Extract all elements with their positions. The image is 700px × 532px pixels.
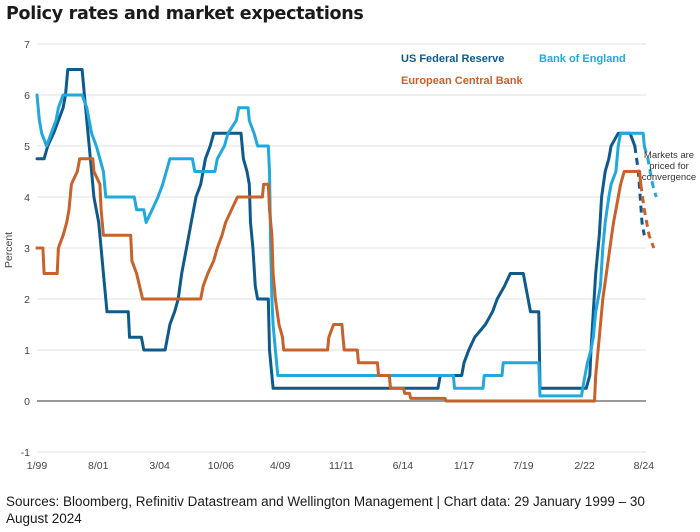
x-tick-label: 1/99	[27, 460, 48, 472]
legend-item: European Central Bank	[401, 75, 524, 87]
x-tick-label: 10/06	[208, 460, 234, 472]
y-tick-label: 5	[24, 141, 30, 153]
x-tick-label: 1/17	[454, 460, 475, 472]
y-tick-label: 3	[24, 243, 30, 255]
series-forecast-european-central-bank	[639, 184, 656, 249]
x-tick-label: 3/04	[149, 460, 170, 472]
annotation-text: priced for	[649, 161, 689, 172]
series-forecast-bank-of-england	[642, 145, 658, 198]
x-tick-label: 2/22	[574, 460, 595, 472]
x-tick-labels: 1/99 8/01 3/04 10/06 4/09 11/11 6/14 1/17 7/19 2/…	[27, 460, 654, 472]
y-tick-labels: -1 0 1 2 3 4 5 6 7	[21, 39, 31, 459]
grid-lines	[37, 43, 646, 453]
y-tick-label: 6	[24, 90, 30, 102]
y-axis-label: Percent	[3, 232, 15, 268]
y-tick-label: -1	[21, 447, 30, 459]
series-forecast-us-federal-reserve	[633, 145, 646, 236]
legend-item: US Federal Reserve	[401, 53, 504, 65]
legend-item: Bank of England	[539, 53, 626, 65]
series-line-us-federal-reserve	[35, 68, 637, 390]
y-tick-label: 1	[24, 345, 30, 357]
series-line-bank-of-england	[35, 93, 646, 398]
y-tick-label: 0	[24, 396, 30, 408]
chart-title: Policy rates and market expectations	[6, 4, 364, 24]
chart-plot: -1 0 1 2 3 4 5 6 7 1/99 8/01 3/04 10/06 4/09 11/11 6/1…	[3, 39, 696, 472]
y-tick-label: 7	[24, 39, 30, 51]
x-tick-label: 11/11	[329, 460, 354, 472]
x-tick-label: 8/01	[88, 460, 109, 472]
y-tick-label: 2	[24, 294, 30, 306]
x-tick-label: 7/19	[513, 460, 534, 472]
series-lines	[35, 68, 658, 403]
x-tick-label: 6/14	[393, 460, 414, 472]
legend: US Federal Reserve Bank of England Europea…	[401, 53, 626, 87]
source-note: Sources: Bloomberg, Refinitiv Datastream…	[6, 494, 645, 526]
x-tick-label: 8/24	[634, 460, 655, 472]
y-tick-label: 4	[24, 192, 30, 204]
annotation-text: convergence	[642, 172, 696, 183]
x-tick-label: 4/09	[270, 460, 291, 472]
annotation-text: Markets are	[644, 150, 694, 161]
series-line-european-central-bank	[35, 157, 643, 403]
